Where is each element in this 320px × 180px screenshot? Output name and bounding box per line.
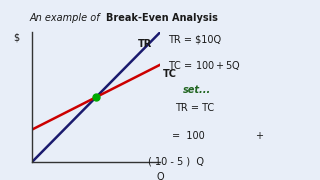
- Text: TR: TR: [138, 39, 152, 49]
- Text: ( 10 - 5 )  Q: ( 10 - 5 ) Q: [148, 157, 204, 167]
- Text: Q: Q: [156, 172, 164, 180]
- Text: $: $: [13, 32, 19, 42]
- Text: Break-Even Analysis: Break-Even Analysis: [106, 13, 218, 23]
- Text: TC: TC: [163, 69, 177, 79]
- Text: set...: set...: [183, 85, 211, 95]
- Text: +: +: [255, 131, 263, 141]
- Text: TR = TC: TR = TC: [175, 103, 214, 113]
- Text: TR = $10Q: TR = $10Q: [168, 34, 221, 44]
- Text: =  100: = 100: [172, 131, 205, 141]
- Text: An example of: An example of: [29, 13, 103, 23]
- Text: TC = $100 + $5Q: TC = $100 + $5Q: [168, 59, 241, 72]
